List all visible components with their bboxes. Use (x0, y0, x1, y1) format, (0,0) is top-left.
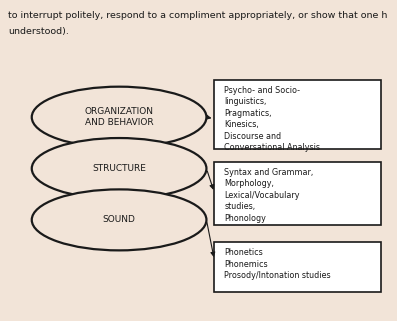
Ellipse shape (32, 138, 206, 199)
Bar (214, 162, 381, 225)
Text: understood).: understood). (8, 27, 69, 36)
Text: SOUND: SOUND (103, 215, 135, 224)
Ellipse shape (32, 87, 206, 148)
Bar (214, 242, 381, 292)
Bar (214, 80, 381, 149)
Text: ORGANIZATION
AND BEHAVIOR: ORGANIZATION AND BEHAVIOR (85, 108, 154, 127)
Text: Psycho- and Socio-
linguistics,
Pragmatics,
Kinesics,
Discourse and
Conversation: Psycho- and Socio- linguistics, Pragmati… (224, 86, 320, 152)
Text: STRUCTURE: STRUCTURE (92, 164, 146, 173)
Text: Phonetics
Phonemics
Prosody/Intonation studies: Phonetics Phonemics Prosody/Intonation s… (224, 248, 331, 280)
Text: Syntax and Grammar,
Morphology,
Lexical/Vocabulary
studies,
Phonology: Syntax and Grammar, Morphology, Lexical/… (224, 168, 314, 223)
Ellipse shape (32, 189, 206, 250)
Text: to interrupt politely, respond to a compliment appropriately, or show that one h: to interrupt politely, respond to a comp… (8, 11, 387, 20)
